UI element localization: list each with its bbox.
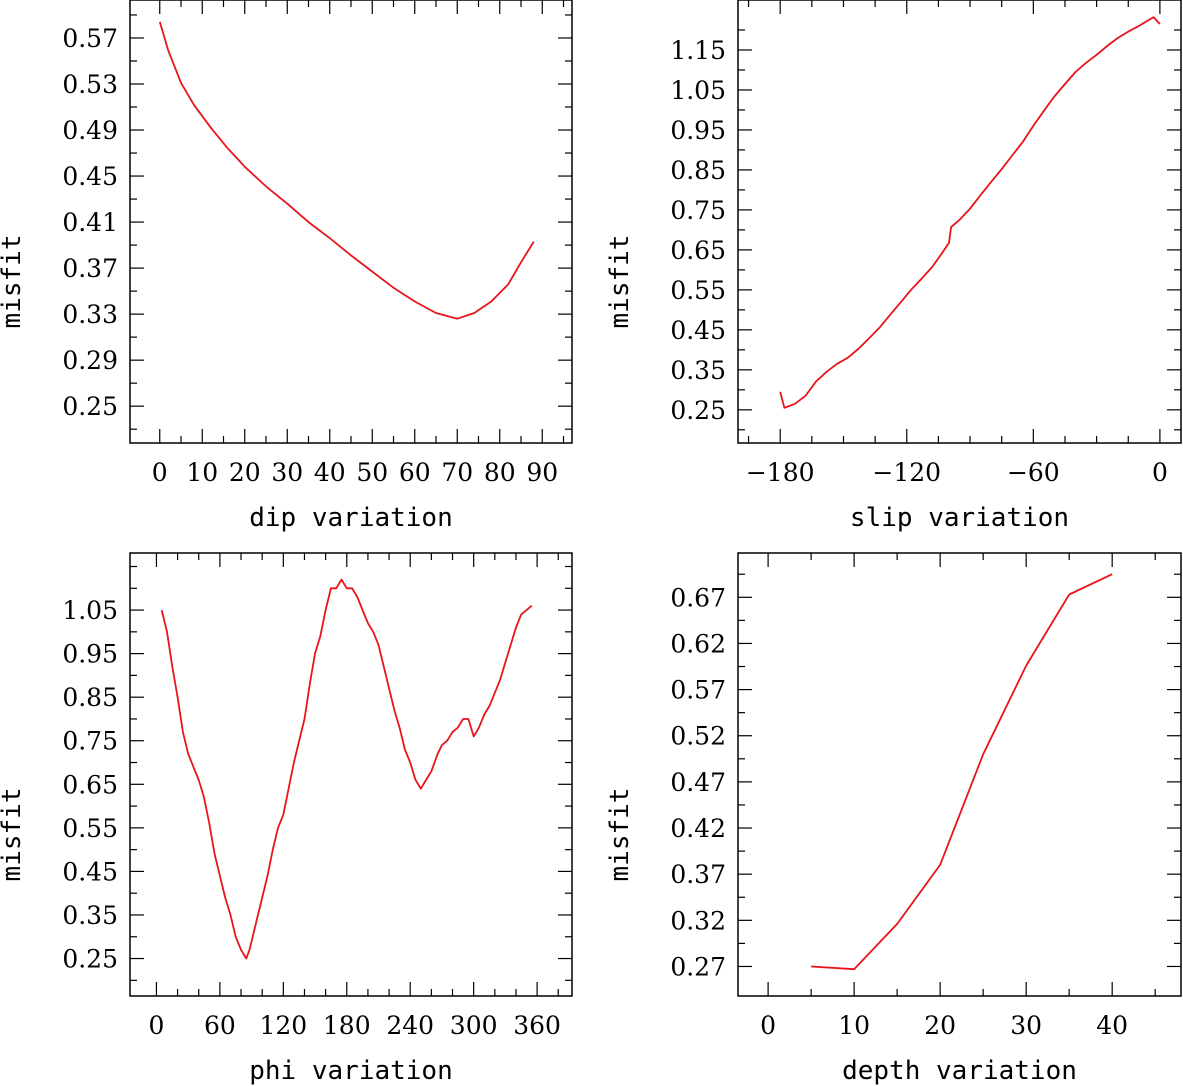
x-tick-label: 240 [386,1011,434,1040]
y-tick-label: 0.33 [62,300,118,329]
x-tick-label: 10 [186,458,218,487]
x-tick-label: 90 [526,458,558,487]
x-tick-label: 360 [513,1011,561,1040]
y-tick-label: 0.55 [62,814,118,843]
y-tick-label: 0.85 [62,683,118,712]
y-tick-label: 0.75 [670,196,726,225]
y-tick-label: 0.42 [670,814,726,843]
x-tick-label: 80 [484,458,516,487]
y-tick-label: 0.37 [670,860,726,889]
plot-frame [737,552,1182,997]
y-tick-label: 0.52 [670,722,726,751]
y-tick-label: 0.29 [62,346,118,375]
y-tick-label: 0.65 [670,236,726,265]
x-axis-label: dip variation [249,503,453,533]
y-tick-label: 0.37 [62,254,118,283]
x-tick-label: 40 [1096,1011,1128,1040]
x-tick-label: 0 [152,458,168,487]
y-tick-label: 0.53 [62,70,118,99]
y-tick-label: 0.41 [62,208,118,237]
y-tick-label: 0.75 [62,727,118,756]
x-tick-label: 70 [441,458,473,487]
plot-frame [737,0,1182,444]
x-tick-label: −120 [872,458,941,487]
x-tick-label: 50 [356,458,388,487]
y-tick-label: 0.32 [670,906,726,935]
y-tick-label: 0.47 [670,768,726,797]
x-tick-label: −180 [746,458,815,487]
y-tick-label: 0.57 [62,24,118,53]
x-tick-label: 120 [259,1011,307,1040]
chart-phi: 0 60 120 180 240 300 360 0.25 0.35 0.45 0.55 0.65 0.… [0,552,573,1086]
x-tick-label: 60 [399,458,431,487]
y-tick-label: 0.45 [62,857,118,886]
misfit-curve-phi [160,578,533,960]
y-tick-label: 0.57 [670,676,726,705]
x-tick-label: 0 [1152,458,1168,487]
y-tick-label: 0.27 [670,952,726,981]
y-axis-label: misfit [605,788,635,882]
misfit-curve-dip [158,21,535,320]
y-axis-label: misfit [0,788,27,882]
y-tick-label: 0.55 [670,276,726,305]
y-tick-label: 0.62 [670,629,726,658]
y-tick-label: 0.49 [62,116,118,145]
y-tick-label: 0.25 [62,392,118,421]
y-tick-label: 0.35 [62,901,118,930]
plot-frame [129,0,573,444]
y-tick-label: 1.05 [62,596,118,625]
misfit-curve-depth [811,573,1113,971]
x-tick-label: 40 [314,458,346,487]
y-tick-label: 0.35 [670,356,726,385]
y-tick-label: 0.25 [62,945,118,974]
y-tick-label: 0.25 [670,396,726,425]
x-tick-label: 0 [760,1011,776,1040]
y-tick-label: 1.15 [670,36,726,65]
x-tick-label: 20 [229,458,261,487]
x-tick-label: 10 [838,1011,870,1040]
x-tick-label: 0 [148,1011,164,1040]
y-axis-label: misfit [605,235,635,329]
y-tick-label: 0.65 [62,770,118,799]
y-axis-label: misfit [0,235,27,329]
x-tick-label: 20 [924,1011,956,1040]
y-tick-label: 0.95 [62,640,118,669]
x-tick-label: 300 [450,1011,498,1040]
plot-frame [129,552,573,997]
x-tick-label: 180 [323,1011,371,1040]
chart-dip: 0 10 20 30 40 50 60 70 80 90 0.25 0.29 0.33 0.37 0.41 0… [0,0,573,533]
x-axis-label: phi variation [249,1056,453,1086]
y-tick-label: 0.95 [670,116,726,145]
y-tick-label: 0.85 [670,156,726,185]
x-tick-label: 30 [1010,1011,1042,1040]
y-tick-label: 1.05 [670,76,726,105]
misfit-curve-slip [779,16,1161,409]
x-tick-label: 30 [271,458,303,487]
y-tick-label: 0.67 [670,583,726,612]
y-tick-label: 0.45 [670,316,726,345]
x-axis-label: slip variation [850,503,1069,533]
y-tick-label: 0.45 [62,162,118,191]
x-tick-label: −60 [1007,458,1060,487]
chart-slip: −180 −120 −60 0 0.25 0.35 0.45 0.55 0.65 0.75 0.85… [605,0,1182,533]
chart-depth: 0 10 20 30 40 0.27 0.32 0.37 0.42 0.47 0.52 0.57 0.6… [605,552,1182,1086]
x-axis-label: depth variation [842,1056,1077,1086]
x-tick-label: 60 [204,1011,236,1040]
